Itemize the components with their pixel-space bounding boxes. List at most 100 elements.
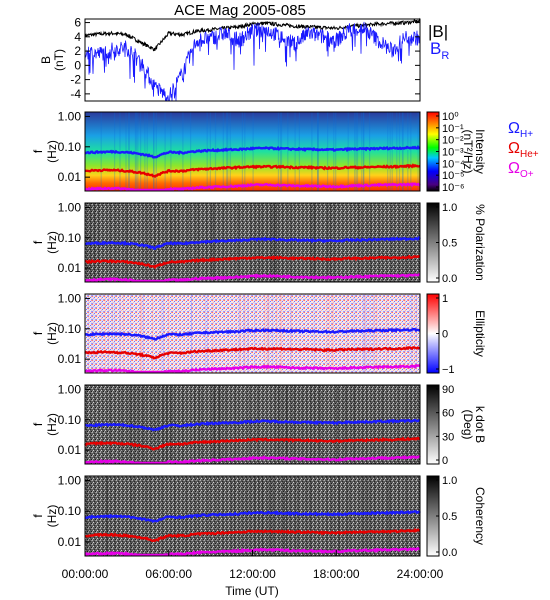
kdotb-streak xyxy=(275,385,277,464)
polarization-streak xyxy=(223,203,225,282)
polarization-streak xyxy=(239,203,241,282)
intensity-ytick-label: 0.01 xyxy=(58,170,82,184)
polarization-streak xyxy=(287,203,289,282)
kdotb-streak xyxy=(163,385,165,464)
ellipticity-streak xyxy=(346,294,348,373)
intensity-ytick-label: 1.00 xyxy=(58,109,82,123)
polarization-streak xyxy=(266,203,269,282)
kdotb-streak xyxy=(156,385,159,464)
coherency-streak xyxy=(310,476,312,556)
panel-coherency: 1.00 0.10 0.01 f (Hz) 1.0 0.5 0.0 Coherency xyxy=(31,473,487,559)
ellipticity-streak xyxy=(161,294,163,373)
coherency-streak xyxy=(268,476,270,556)
polarization-streak xyxy=(259,203,261,282)
polarization-streak xyxy=(313,203,315,282)
ellipticity-streak xyxy=(364,294,366,373)
coherency-streak xyxy=(373,476,375,556)
legend-b-radial-main: B xyxy=(430,39,441,58)
ellipticity-streak xyxy=(411,294,413,373)
coherency-streak xyxy=(348,476,350,556)
intensity-streak xyxy=(140,112,142,191)
coherency-streak xyxy=(144,476,146,556)
kdotb-streak xyxy=(410,385,412,464)
coherency-streak xyxy=(254,476,256,556)
coherency-streak xyxy=(258,476,260,556)
polarization-colorbar-label: % Polarization xyxy=(473,204,487,281)
intensity-streak xyxy=(402,112,404,191)
kdotb-colorbar xyxy=(426,384,440,465)
polarization-omega-o-curve xyxy=(84,273,421,283)
polarization-streak xyxy=(314,203,316,282)
polarization-streak xyxy=(273,203,275,282)
kdotb-streak xyxy=(225,385,227,464)
ellipticity-streak xyxy=(140,294,142,373)
spectrogram-panels: 1.000.100.01f (Hz)10⁰10⁻¹10⁻²10⁻³10⁻⁴10⁻⁵… xyxy=(31,109,487,559)
intensity-streak xyxy=(241,112,243,191)
intensity-streak xyxy=(391,112,393,191)
ellipticity-streak xyxy=(142,294,144,373)
intensity-streak xyxy=(146,112,148,191)
coherency-streak xyxy=(297,476,299,556)
kdotb-streak xyxy=(218,385,220,464)
kdotb-streak xyxy=(141,385,143,464)
ellipticity-streak xyxy=(272,294,274,373)
cyclotron-legend: ΩH+ ΩHe+ ΩO+ xyxy=(508,120,539,180)
legend-omega-o: ΩO+ xyxy=(508,160,534,180)
kdotb-colorbar-unit: (Deg) xyxy=(461,409,475,439)
ellipticity-frame xyxy=(84,293,421,374)
polarization-streak xyxy=(255,203,257,282)
polarization-streak xyxy=(312,203,314,282)
polarization-yunit: (Hz) xyxy=(45,231,59,254)
intensity-streak xyxy=(396,112,398,191)
ellipticity-streak xyxy=(254,294,256,373)
omega-h-sym: Ω xyxy=(508,120,520,137)
intensity-yunit: (Hz) xyxy=(45,140,59,163)
omega-h-sub: H+ xyxy=(520,129,533,140)
intensity-streak xyxy=(401,112,404,191)
intensity-colorbar-tick-label: 10⁻⁶ xyxy=(442,182,465,194)
coherency-ytick-label: 0.01 xyxy=(58,535,82,549)
b-ytick-label: 2 xyxy=(74,44,81,58)
polarization-streak xyxy=(329,203,331,282)
figure-title: ACE Mag 2005-085 xyxy=(174,2,306,19)
x-tick-label: 24:00:00 xyxy=(397,567,444,581)
ellipticity-streak xyxy=(290,294,292,373)
ellipticity-streak xyxy=(239,294,241,373)
intensity-colorbar-tick-label: 10⁰ xyxy=(442,111,459,123)
coherency-colorbar-tick-label: 1.0 xyxy=(442,475,457,487)
coherency-colorbar-tick-label: 0.5 xyxy=(442,511,457,523)
b-field-lines xyxy=(84,17,421,102)
kdotb-streak xyxy=(320,385,322,464)
polarization-streak xyxy=(212,203,215,282)
coherency-streak xyxy=(362,476,364,556)
intensity-streak xyxy=(356,112,359,191)
coherency-streak xyxy=(87,476,89,556)
panel-intensity: 1.00 0.10 0.01 f (Hz) 10⁰10⁻¹10⁻²10⁻³10⁻⁴10⁻⁵… xyxy=(31,109,487,194)
omega-he-sub: He+ xyxy=(520,149,539,160)
kdotb-colorbar-tick-label: 60 xyxy=(442,408,454,420)
polarization-streak xyxy=(276,203,278,282)
ellipticity-streak xyxy=(376,294,378,373)
kdotb-yunit: (Hz) xyxy=(45,413,59,436)
ellipticity-streak xyxy=(243,294,245,373)
x-axis-label: Time (UT) xyxy=(225,584,279,598)
polarization-streak xyxy=(164,203,166,282)
coherency-streak xyxy=(367,476,369,556)
polarization-streak xyxy=(333,203,335,282)
polarization-streak xyxy=(407,203,409,282)
intensity-streak xyxy=(164,112,166,191)
coherency-streak xyxy=(269,476,271,556)
kdotb-colorbar-tick-label: 30 xyxy=(442,431,454,443)
ellipticity-streak xyxy=(268,294,270,373)
kdotb-streak xyxy=(285,385,288,464)
b-field-ylabel: B xyxy=(39,56,53,64)
kdotb-streak xyxy=(353,385,355,464)
kdotb-colorbar-tick-label: 90 xyxy=(442,384,454,396)
kdotb-colorbar-label: k dot B xyxy=(473,406,487,443)
kdotb-streak xyxy=(310,385,312,464)
ellipticity-streak xyxy=(152,294,154,373)
kdotb-streak xyxy=(166,385,168,464)
kdotb-streak xyxy=(344,385,346,464)
